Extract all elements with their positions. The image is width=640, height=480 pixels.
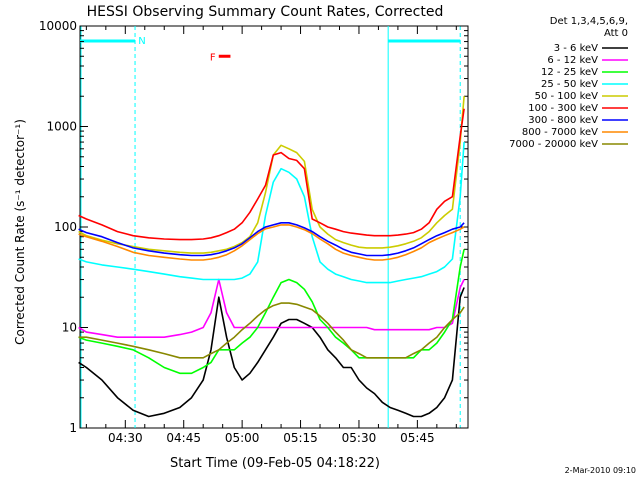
- series-line-8: [78, 302, 465, 359]
- legend-label-6: 300 - 800 keV: [528, 115, 598, 126]
- legend-label-8: 7000 - 20000 keV: [509, 139, 598, 150]
- legend-label-0: 3 - 6 keV: [554, 43, 598, 54]
- y-tick-label: 100: [54, 220, 77, 234]
- x-tick-label: 05:15: [283, 431, 318, 445]
- x-tick-label: 04:30: [108, 431, 143, 445]
- chart-title: HESSI Observing Summary Count Rates, Cor…: [87, 4, 444, 20]
- y-axis-label: Corrected Count Rate (s⁻¹ detector⁻¹): [13, 119, 27, 345]
- series-line-1: [78, 278, 465, 339]
- series-line-4: [78, 96, 465, 254]
- x-tick-label: 05:45: [400, 431, 435, 445]
- plot-area: N F 1 10 100 1000 10000 04:30 04:45 05:00 05:15 05:…: [39, 19, 469, 445]
- x-tick-label: 05:30: [342, 431, 377, 445]
- legend-label-7: 800 - 7000 keV: [522, 127, 598, 138]
- series-line-3: [78, 142, 465, 284]
- series-line-5: [78, 108, 465, 241]
- night-label-0: N: [138, 36, 145, 47]
- legend-header-line-0: Det 1,3,4,5,6,9,: [550, 16, 628, 27]
- series-line-7: [78, 224, 465, 261]
- series-line-2: [78, 249, 465, 375]
- legend-header: Det 1,3,4,5,6,9,Att 0: [550, 16, 628, 39]
- y-tick-label: 1000: [46, 120, 77, 134]
- legend-label-1: 6 - 12 keV: [547, 55, 598, 66]
- footer-timestamp: 2-Mar-2010 09:10: [565, 466, 636, 475]
- legend-label-3: 25 - 50 keV: [541, 79, 598, 90]
- x-axis-label: Start Time (09-Feb-05 04:18:22): [170, 456, 380, 471]
- legend-label-2: 12 - 25 keV: [541, 67, 598, 78]
- y-tick-label: 10000: [39, 19, 77, 33]
- y-tick-label: 10: [62, 321, 77, 335]
- series-line-0: [78, 287, 465, 418]
- series-line-6: [78, 222, 465, 257]
- flare-flag-label: F: [210, 52, 216, 63]
- legend-header-line-1: Att 0: [604, 28, 628, 39]
- y-tick-label: 1: [69, 421, 77, 435]
- legend-label-5: 100 - 300 keV: [528, 103, 598, 114]
- x-tick-label: 04:45: [166, 431, 201, 445]
- x-tick-label: 05:00: [225, 431, 260, 445]
- legend-label-4: 50 - 100 keV: [535, 91, 599, 102]
